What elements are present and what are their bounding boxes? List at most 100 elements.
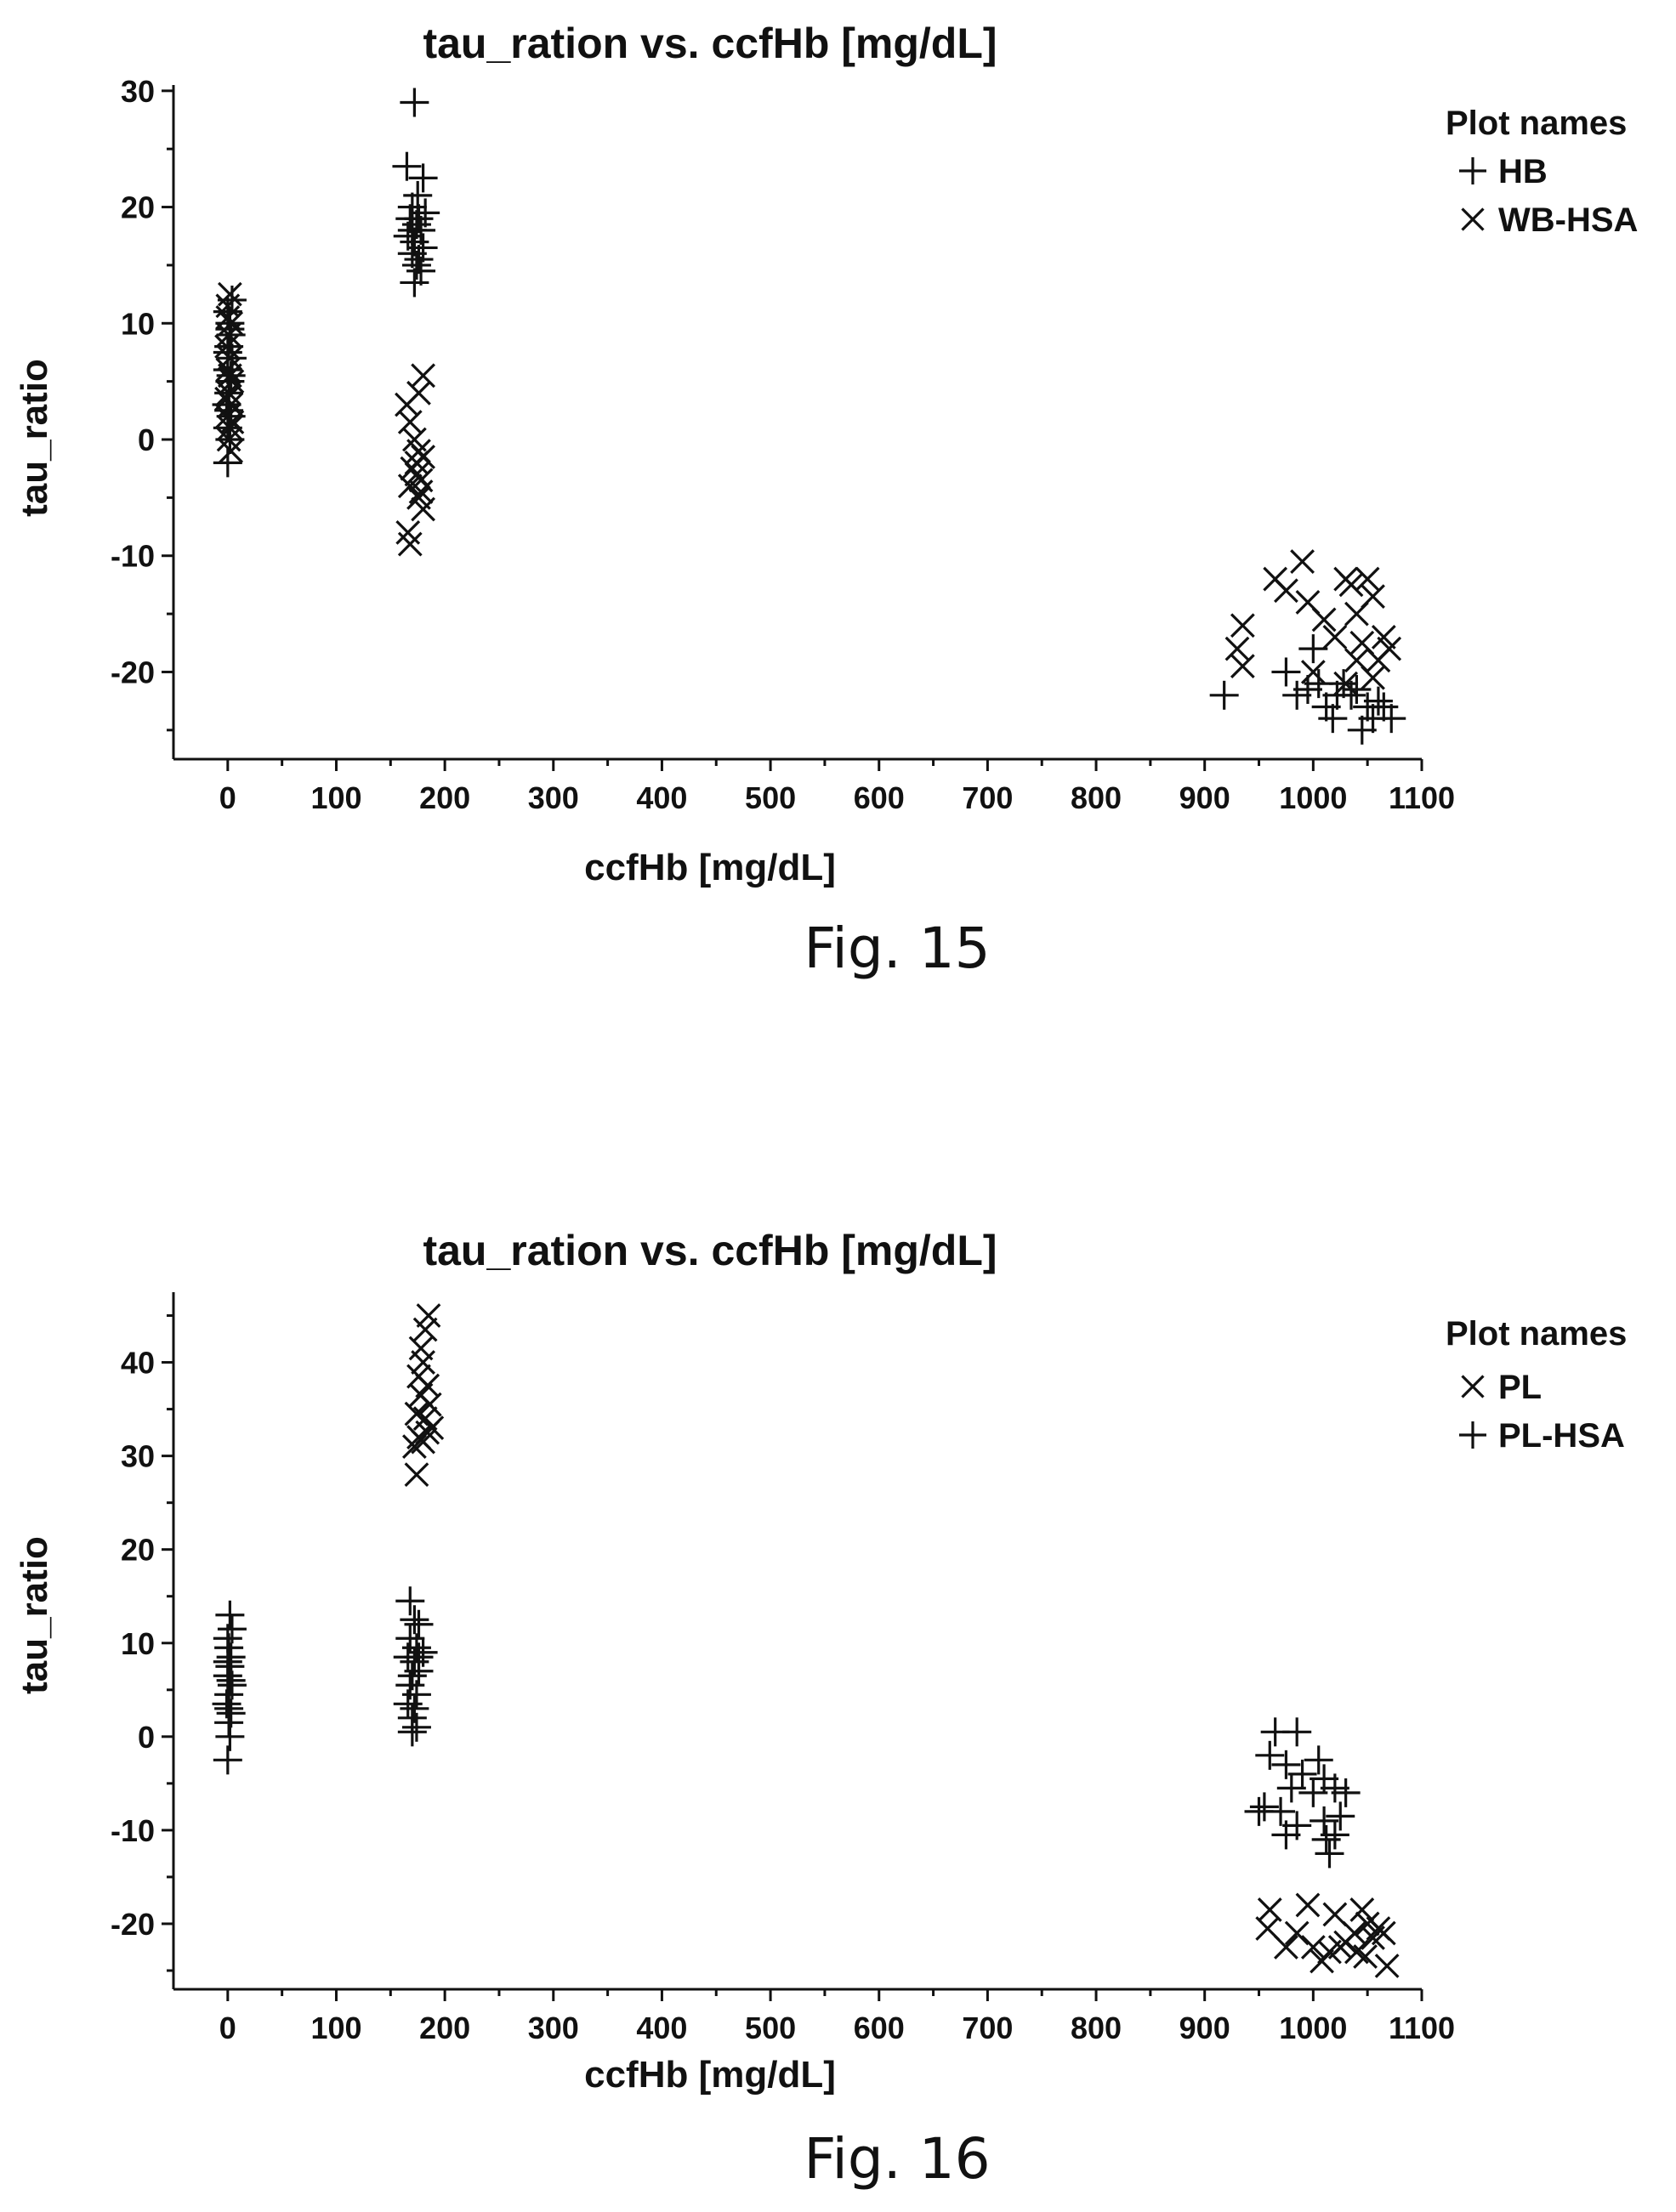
data-point <box>1374 1954 1400 1978</box>
legend-entry-label: PL-HSA <box>1498 1417 1625 1455</box>
data-point <box>411 198 440 228</box>
data-point <box>1344 1939 1369 1965</box>
legend: PL PL-HSA <box>1459 1369 1625 1455</box>
data-point <box>401 1712 431 1742</box>
data-point <box>1338 572 1364 598</box>
data-point <box>397 215 427 245</box>
data-point <box>1322 680 1352 710</box>
x-tick-label: 700 <box>962 780 1013 815</box>
data-point <box>400 1605 429 1635</box>
y-tick-label: 10 <box>121 1626 155 1661</box>
data-point <box>1249 1792 1279 1822</box>
data-point <box>397 1717 427 1747</box>
data-point <box>219 439 244 464</box>
data-point <box>215 1600 245 1630</box>
x-tick-label: 700 <box>962 2011 1013 2045</box>
data-point <box>1298 1778 1328 1807</box>
data-point <box>1315 1839 1344 1869</box>
data-point <box>1290 549 1315 574</box>
data-point <box>1371 1920 1396 1946</box>
data-point <box>395 1586 425 1616</box>
legend-title: Plot names <box>1446 105 1627 142</box>
figure-16: tau_ration vs. ccfHb [mg/dL] 0 100 200 300 4… <box>0 1207 1676 2212</box>
legend: HB WB-HSA <box>1459 153 1638 239</box>
data-point <box>392 151 422 181</box>
y-tick-label: 20 <box>121 190 155 225</box>
y-tick-label: 30 <box>121 1439 155 1474</box>
data-point <box>1298 634 1328 664</box>
data-point <box>217 363 242 389</box>
data-point <box>1349 1897 1375 1922</box>
data-point <box>1276 1773 1306 1803</box>
x-tick-label: 100 <box>310 2011 361 2045</box>
data-point <box>412 1317 438 1342</box>
data-point <box>400 88 429 117</box>
scatter-chart-fig-16: tau_ration vs. ccfHb [mg/dL] 0 100 200 300 4… <box>14 1227 1627 2192</box>
data-point <box>417 1392 442 1417</box>
y-axis-label: tau_ratio <box>14 359 55 517</box>
x-tick-label: 100 <box>310 780 361 815</box>
data-point <box>1230 613 1255 638</box>
y-tick-label: 40 <box>121 1346 155 1381</box>
data-point <box>400 227 429 257</box>
data-point <box>1355 566 1380 592</box>
data-point <box>411 1350 435 1375</box>
x-tick-label: 0 <box>219 780 236 815</box>
chart-title: tau_ration vs. ccfHb [mg/dL] <box>423 1227 997 1274</box>
x-tick-label: 200 <box>419 2011 470 2045</box>
legend-entry-label: HB <box>1498 153 1548 190</box>
data-point <box>1224 636 1250 661</box>
data-point <box>1377 704 1406 734</box>
data-point <box>404 1642 434 1672</box>
x-tick-label: 400 <box>636 780 687 815</box>
data-point <box>404 204 434 234</box>
data-point <box>1371 625 1396 649</box>
data-point <box>215 305 241 330</box>
data-point <box>1271 1820 1301 1850</box>
x-tick-label: 200 <box>419 780 470 815</box>
data-point <box>1327 1935 1353 1960</box>
x-tick-label: 300 <box>528 780 579 815</box>
data-point <box>1255 1740 1285 1770</box>
data-point <box>1342 674 1372 704</box>
legend-marker <box>1459 1421 1486 1449</box>
data-point <box>1361 665 1385 690</box>
data-point <box>1363 686 1393 716</box>
data-point <box>393 221 423 251</box>
data-point <box>400 268 429 298</box>
data-point <box>1353 1944 1378 1969</box>
data-point <box>1311 1824 1341 1854</box>
x-axis-label: ccfHb [mg/dL] <box>584 847 836 888</box>
axes: 0 100 200 300 400 500 600 700 800 900 1000 1100-20-… <box>111 1292 1455 2045</box>
chart-title: tau_ration vs. ccfHb [mg/dL] <box>423 20 997 67</box>
figure-caption: Fig. 15 <box>804 916 990 981</box>
data-point <box>415 1420 440 1445</box>
x-tick-label: 800 <box>1071 780 1122 815</box>
y-tick-label: -20 <box>111 655 155 689</box>
data-point <box>397 531 423 557</box>
data-point <box>1209 680 1239 710</box>
data-point <box>216 1665 246 1695</box>
data-point <box>393 1689 423 1719</box>
x-tick-label: 300 <box>528 2011 579 2045</box>
data-point <box>1322 625 1348 649</box>
x-tick-label: 1000 <box>1279 2011 1347 2045</box>
data-point <box>1271 657 1301 687</box>
x-tick-label: 500 <box>745 780 796 815</box>
x-tick-label: 0 <box>219 2011 236 2045</box>
data-marks <box>212 1303 1400 1978</box>
legend-marker <box>1459 157 1486 184</box>
data-point <box>404 1609 434 1639</box>
x-tick-label: 800 <box>1071 2011 1122 2045</box>
x-axis-label: ccfHb [mg/dL] <box>584 2054 836 2096</box>
data-point <box>214 386 239 411</box>
data-point <box>401 250 431 280</box>
data-point <box>1329 669 1359 699</box>
data-point <box>411 363 435 389</box>
data-point <box>1274 578 1298 604</box>
data-point <box>1300 660 1326 684</box>
data-point <box>1322 1902 1348 1927</box>
data-point <box>1230 654 1255 679</box>
data-point <box>406 256 436 286</box>
x-tick-label: 1100 <box>1389 780 1455 815</box>
